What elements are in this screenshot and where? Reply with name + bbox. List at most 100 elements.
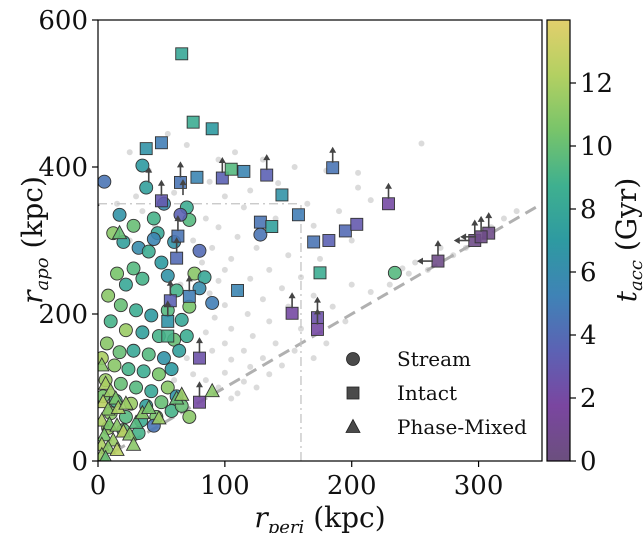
stream-marker [101,288,116,303]
stream-marker [160,268,175,283]
y-axis-ticks: 0 200 400 600 [38,6,98,477]
y-tick-label: 400 [38,153,88,183]
background-point [310,292,317,299]
background-point [202,329,209,336]
x-tick-label: 200 [327,471,377,501]
intact-marker [175,47,189,61]
intact-marker [182,289,196,303]
background-point [342,318,349,325]
background-point [412,259,419,266]
upper-limit-arrowhead [157,179,165,186]
stream-marker [110,266,124,281]
plot-area: Stream Intact Phase-Mixed [97,19,543,462]
stream-marker [126,343,141,358]
background-point [386,281,393,288]
intact-marker [154,194,168,208]
background-point [513,208,520,215]
background-point [228,395,235,402]
colorbar-tick-label: 0 [580,447,597,477]
intact-marker [350,217,364,231]
upper-limit-arrowhead [288,292,296,299]
background-point [164,130,171,137]
intact-marker [382,197,395,211]
background-point [215,224,222,231]
background-point [211,314,218,321]
background-point [247,187,254,194]
intact-marker [205,122,219,136]
colorbar-label: tacc (Gyr) [610,178,644,303]
stream-marker [139,180,154,195]
legend: Stream Intact Phase-Mixed [345,347,527,439]
stream-marker [144,308,159,323]
background-point [240,378,247,385]
colorbar-tick-label: 4 [580,321,597,351]
background-point [278,285,285,292]
background-point [253,244,260,251]
background-point [275,180,282,187]
stream-marker [107,358,122,373]
stream-marker [129,303,144,318]
background-point [317,255,323,262]
background-point [291,164,298,170]
background-point [500,215,507,222]
background-point [367,197,374,204]
upper-limit-arrowhead [477,215,485,222]
stream-marker [113,376,128,391]
colorbar-tick-label: 6 [580,258,597,288]
background-point [259,355,266,362]
background-point [202,377,209,384]
background-point [190,237,197,244]
background-point [190,371,197,378]
background-point [247,275,254,282]
background-point [348,237,355,244]
colorbar-tick-label: 8 [580,195,597,225]
background-point [202,215,209,222]
data-markers [98,47,496,461]
colorbar-tick-label: 2 [580,384,597,414]
intact-marker [285,306,299,320]
colorbar-tick-label: 10 [580,132,613,162]
phase-mixed-marker [173,386,190,401]
x-tick-label: 100 [200,471,250,501]
background-point [278,362,285,369]
stream-marker [154,395,169,410]
stream-marker [151,367,166,382]
phase-mixed-marker [204,382,220,398]
upper-limit-arrowhead [195,337,203,344]
legend-triangle-marker [345,418,361,433]
colorbar: 0 2 4 6 8 10 12 tacc (Gyr) [546,19,644,477]
upper-limit-arrowhead [173,237,181,244]
background-point [232,149,239,156]
x-tick-label: 300 [454,471,504,501]
intact-marker [307,235,321,249]
intact-marker [237,164,251,178]
phase-mixed-marker [111,224,128,240]
stream-marker [136,364,151,379]
background-point [221,369,228,376]
background-point [310,355,317,362]
intact-marker [431,254,445,268]
intact-marker [170,251,184,265]
upper-limit-arrowhead [313,308,321,315]
intact-marker [322,234,336,247]
upper-limit-arrowhead [313,296,321,303]
stream-marker [99,336,114,351]
colorbar-gradient [546,19,571,462]
background-point [418,140,425,147]
stream-marker [118,323,133,338]
y-axis-label: rapo (kpc) [16,176,53,304]
background-point [304,200,311,207]
y-tick-label: 600 [38,6,88,36]
background-points [114,130,520,402]
background-point [126,149,133,156]
y-tick-label: 0 [71,447,88,477]
background-point [209,244,216,251]
intact-marker [313,266,327,280]
upper-limit-arrowhead [164,300,172,307]
background-point [171,377,178,384]
background-point [323,340,330,347]
background-point [221,340,228,347]
background-point [437,244,444,251]
phase-mixed-marker [100,401,116,416]
legend-label: Stream [397,347,471,371]
